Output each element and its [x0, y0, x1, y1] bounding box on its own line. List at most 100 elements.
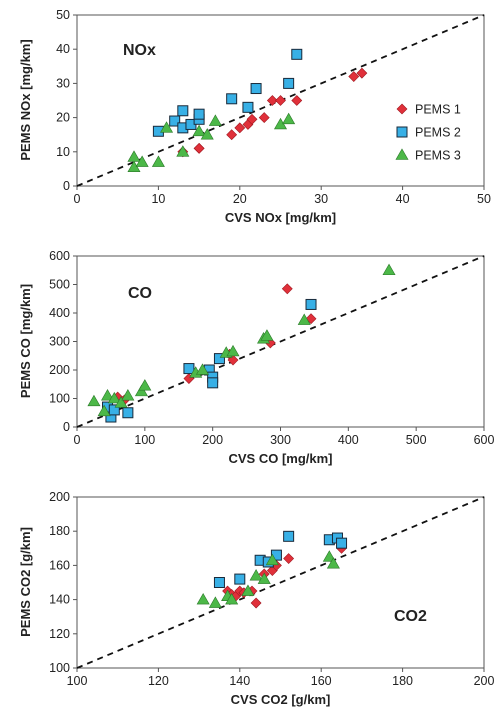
panel-label: CO2: [394, 608, 427, 625]
x-tick-label: 400: [338, 433, 359, 447]
data-point: [241, 584, 255, 596]
data-point: [246, 113, 258, 125]
data-point: [336, 537, 348, 549]
data-point: [270, 549, 282, 561]
data-point: [169, 115, 181, 127]
data-point: [242, 101, 254, 113]
data-point: [121, 389, 135, 401]
panel-label: CO: [128, 285, 152, 302]
y-tick-label: 100: [49, 661, 70, 675]
data-point: [135, 155, 149, 167]
y-tick-label: 100: [49, 392, 70, 406]
data-point: [282, 112, 296, 125]
legend-marker: [396, 103, 408, 115]
x-tick-label: 30: [314, 192, 328, 206]
data-point: [291, 95, 303, 106]
data-point: [291, 48, 303, 60]
data-point: [114, 396, 128, 408]
data-point: [356, 67, 368, 79]
x-axis-title: CVS NOx [mg/km]: [225, 210, 336, 225]
chart-panel-3: 100 120 140 160 180 200 100 120 140 160 180 200 CVS …: [18, 490, 494, 707]
series-pems-3: [87, 263, 396, 417]
x-tick-label: 600: [474, 433, 495, 447]
data-point: [127, 150, 141, 162]
y-tick-label: 300: [49, 335, 70, 349]
data-point: [249, 569, 263, 581]
y-tick-label: 20: [56, 111, 70, 125]
data-point: [260, 329, 274, 341]
legend-marker: [396, 126, 408, 138]
data-point: [283, 530, 295, 542]
x-tick-label: 0: [74, 433, 81, 447]
data-point: [275, 95, 286, 106]
data-point: [265, 553, 279, 566]
x-tick-label: 20: [233, 192, 247, 206]
plot-frame: [76, 496, 485, 669]
data-point: [225, 592, 239, 605]
plot-frame: [76, 14, 485, 187]
data-point: [297, 313, 311, 325]
y-tick-label: 30: [56, 76, 70, 90]
x-tick-label: 100: [134, 433, 155, 447]
x-tick-label: 500: [406, 433, 427, 447]
x-axis-title: CVS CO [mg/km]: [228, 451, 332, 466]
data-point: [151, 155, 165, 167]
data-point: [283, 553, 295, 564]
y-axis-title: PEMS NOx [mg/km]: [18, 39, 33, 160]
data-point: [283, 77, 295, 89]
y-tick-label: 600: [49, 249, 70, 263]
data-point: [258, 112, 270, 124]
x-tick-label: 10: [151, 192, 165, 206]
legend-label: PEMS 3: [415, 149, 461, 163]
x-tick-label: 200: [474, 674, 495, 688]
y-tick-label: 180: [49, 524, 70, 538]
y-tick-label: 400: [49, 306, 70, 320]
data-point: [250, 83, 262, 95]
data-point: [348, 71, 360, 82]
data-point: [305, 298, 317, 310]
x-tick-label: 50: [477, 192, 491, 206]
x-tick-label: 140: [229, 674, 250, 688]
x-tick-label: 40: [396, 192, 410, 206]
y-tick-label: 50: [56, 8, 70, 22]
data-point: [226, 93, 238, 105]
y-axis-title: PEMS CO [mg/km]: [18, 284, 33, 398]
series-pems-3: [127, 112, 296, 172]
data-point: [226, 129, 238, 141]
data-point: [177, 105, 189, 117]
data-point: [192, 124, 206, 137]
x-tick-label: 0: [74, 192, 81, 206]
data-point: [326, 557, 340, 569]
data-point: [196, 592, 210, 605]
data-point: [208, 596, 222, 608]
y-axis-title: PEMS CO2 [g/km]: [18, 527, 33, 637]
legend-label: PEMS 2: [415, 126, 461, 140]
data-point: [193, 142, 205, 154]
data-point: [195, 363, 210, 375]
data-point: [208, 114, 222, 126]
data-point: [213, 577, 225, 588]
data-point: [183, 363, 195, 375]
legend-label: PEMS 1: [415, 103, 461, 117]
data-point: [176, 145, 190, 157]
y-tick-label: 200: [49, 490, 70, 504]
series-pems-1: [177, 67, 368, 158]
x-tick-label: 100: [67, 674, 88, 688]
x-tick-label: 200: [202, 433, 223, 447]
data-point: [207, 377, 219, 389]
legend-marker: [395, 148, 409, 160]
series-pems-2: [102, 298, 317, 423]
chart-panel-2: 0 100 200 300 400 500 600 0 100 200 300 400 500 600 CV…: [18, 249, 494, 466]
y-tick-label: 10: [56, 145, 70, 159]
y-tick-label: 140: [49, 593, 70, 607]
data-point: [382, 263, 396, 276]
y-tick-label: 120: [49, 627, 70, 641]
data-point: [257, 572, 271, 584]
x-tick-label: 160: [311, 674, 332, 688]
y-tick-label: 500: [49, 278, 70, 292]
data-point: [200, 128, 214, 140]
series-pems-3: [196, 550, 340, 608]
data-point: [107, 391, 121, 404]
y-tick-label: 40: [56, 42, 70, 56]
